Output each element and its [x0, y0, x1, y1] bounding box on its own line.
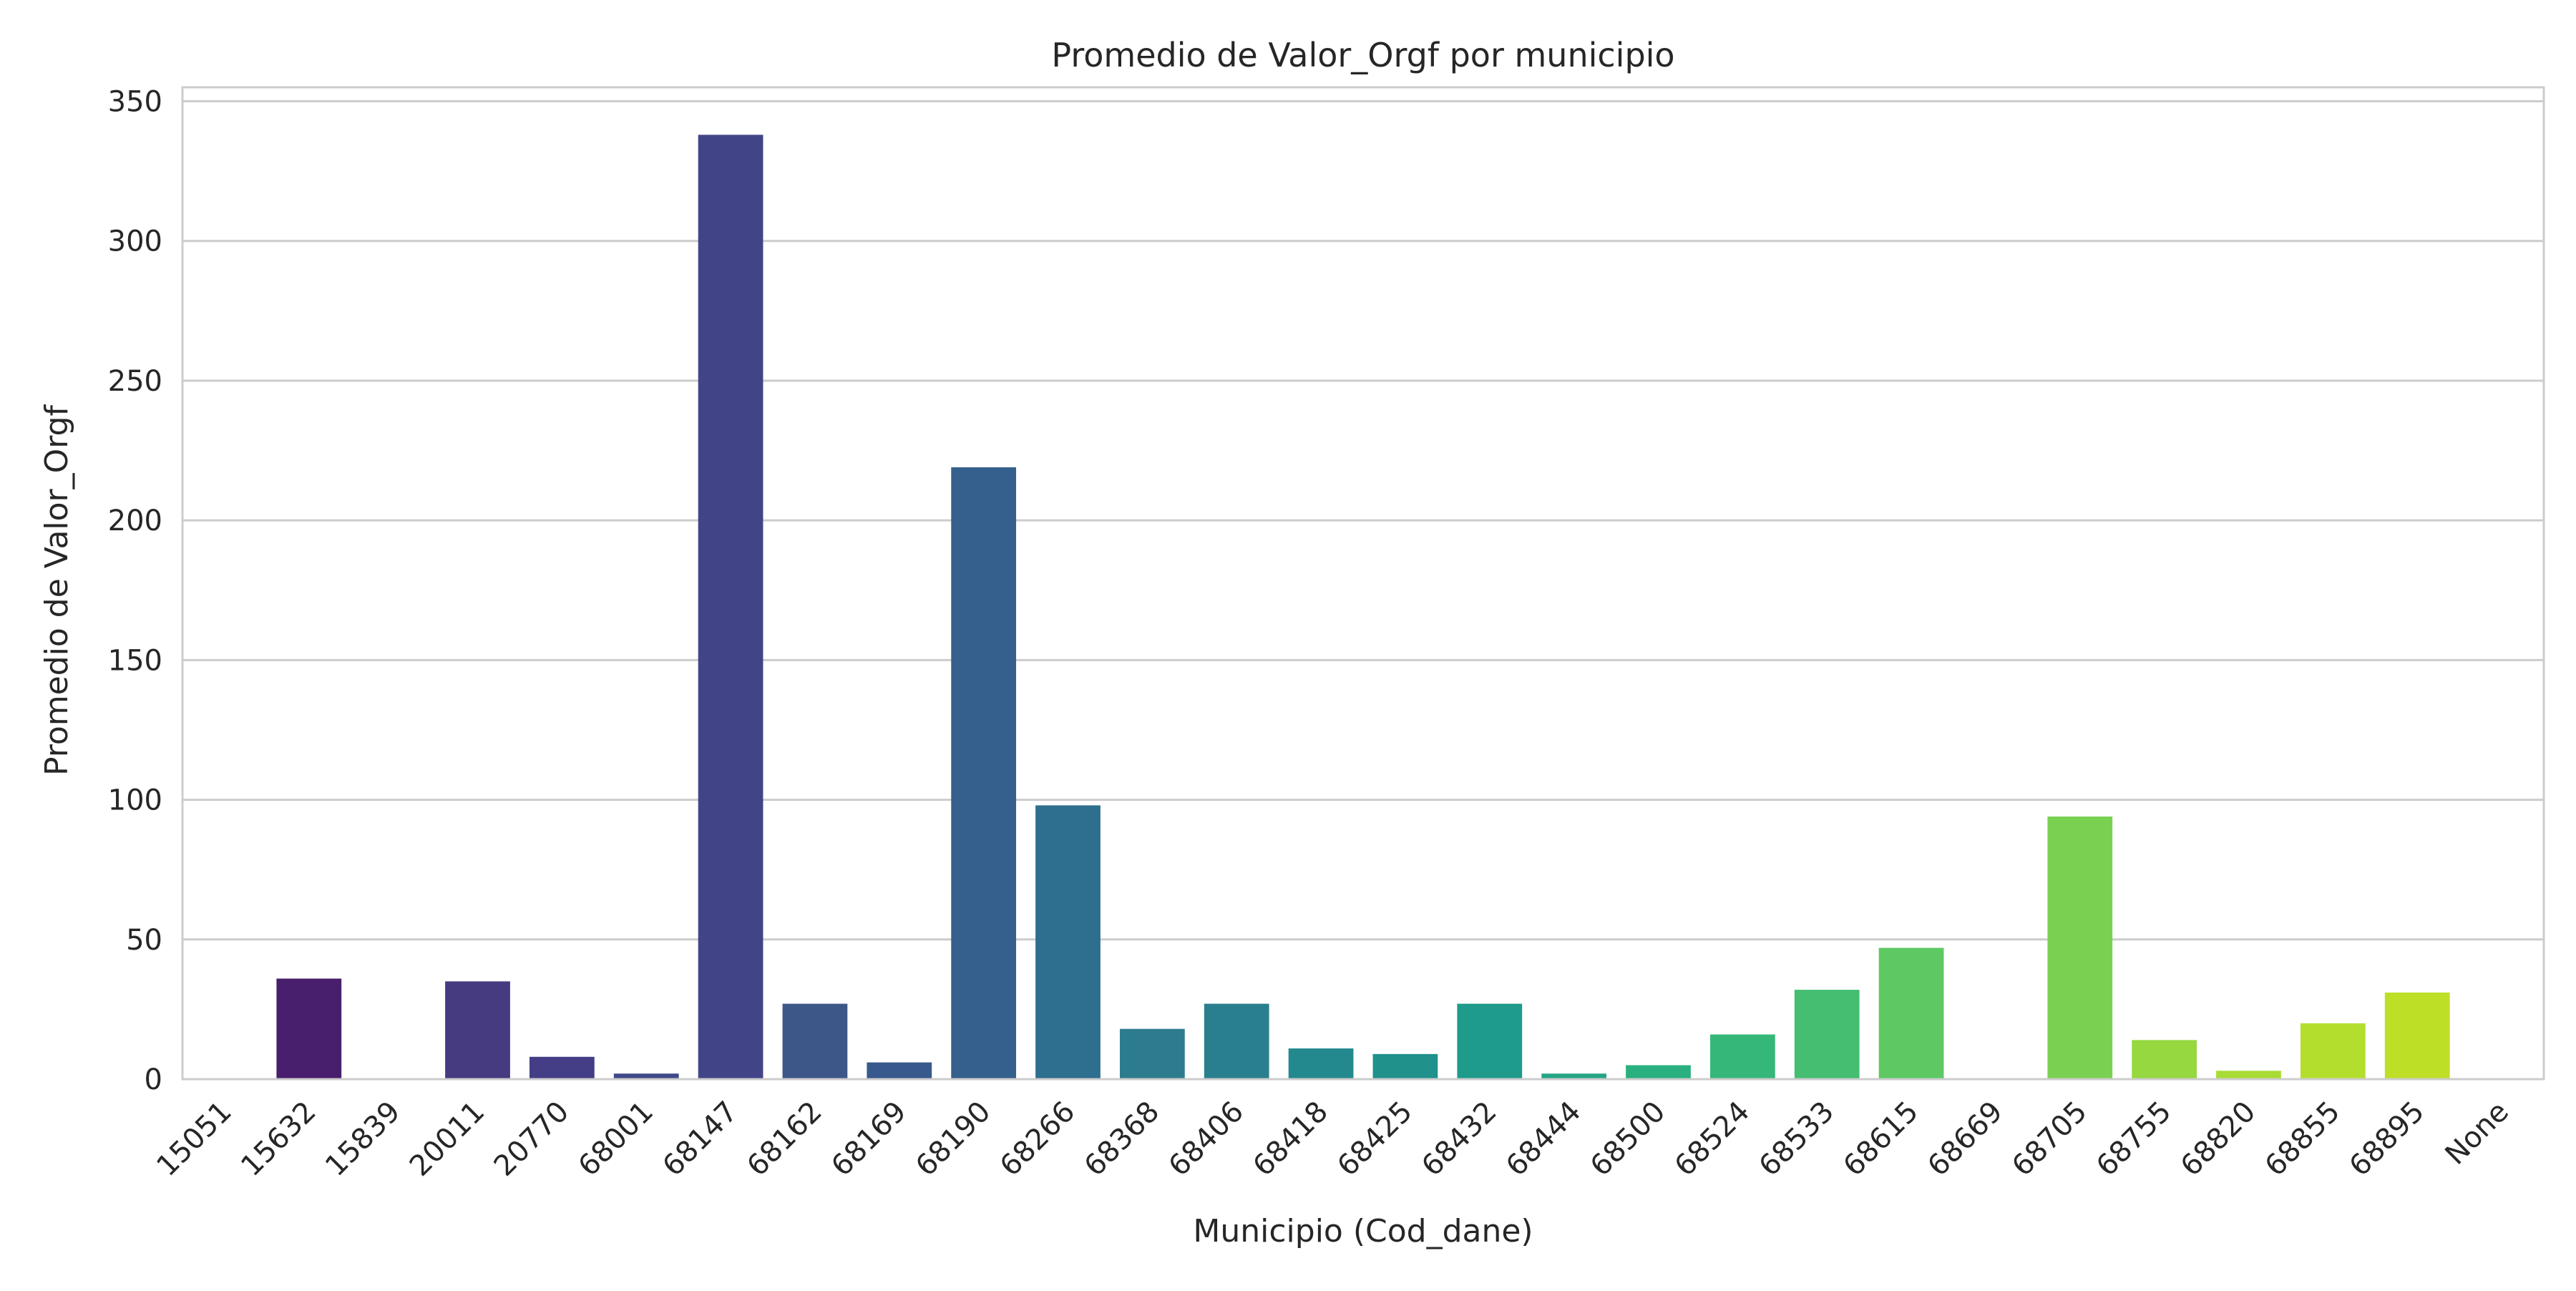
- bar-68615: [1878, 947, 1944, 1079]
- bar-68533: [1794, 990, 1860, 1079]
- y-tick-label: 100: [108, 784, 162, 817]
- bar-68895: [2384, 992, 2450, 1079]
- y-axis-title: Promedio de Valor_Orgf: [39, 404, 75, 776]
- y-tick-labels: 0 50 100 150 200 250 300 350: [108, 86, 162, 1096]
- bar-68855: [2300, 1023, 2366, 1079]
- y-tick-label: 150: [108, 644, 162, 677]
- bar-68001: [613, 1073, 679, 1079]
- bars: [276, 135, 2450, 1079]
- chart-title: Promedio de Valor_Orgf por municipio: [1051, 36, 1674, 74]
- gridlines: [182, 100, 2544, 1081]
- y-tick-label: 350: [108, 86, 162, 119]
- bar-68705: [2047, 817, 2113, 1079]
- bar-68524: [1709, 1034, 1775, 1079]
- bar-68425: [1372, 1053, 1438, 1079]
- y-tick-label: 200: [108, 505, 162, 537]
- x-axis-title: Municipio (Cod_dane): [1193, 1213, 1533, 1249]
- bar-68162: [782, 1003, 848, 1079]
- y-tick-label: 0: [145, 1063, 162, 1096]
- bar-20770: [529, 1056, 595, 1079]
- y-tick-label: 250: [108, 365, 162, 398]
- plot-frame: [181, 86, 2545, 1081]
- y-tick-label: 300: [108, 225, 162, 258]
- bar-68820: [2216, 1071, 2281, 1079]
- bar-68406: [1204, 1003, 1269, 1079]
- bar-68147: [698, 135, 763, 1079]
- bar-68368: [1119, 1028, 1185, 1079]
- bar-68432: [1457, 1003, 1523, 1079]
- bar-68500: [1626, 1065, 1691, 1079]
- y-tick-label: 50: [126, 924, 162, 957]
- bar-15632: [276, 978, 342, 1079]
- bar-68169: [867, 1062, 932, 1079]
- bar-68418: [1288, 1048, 1354, 1079]
- bar-68190: [951, 467, 1017, 1079]
- bar-68444: [1541, 1073, 1607, 1079]
- bar-20011: [445, 981, 510, 1079]
- bar-68266: [1035, 805, 1101, 1079]
- bar-68755: [2132, 1040, 2197, 1079]
